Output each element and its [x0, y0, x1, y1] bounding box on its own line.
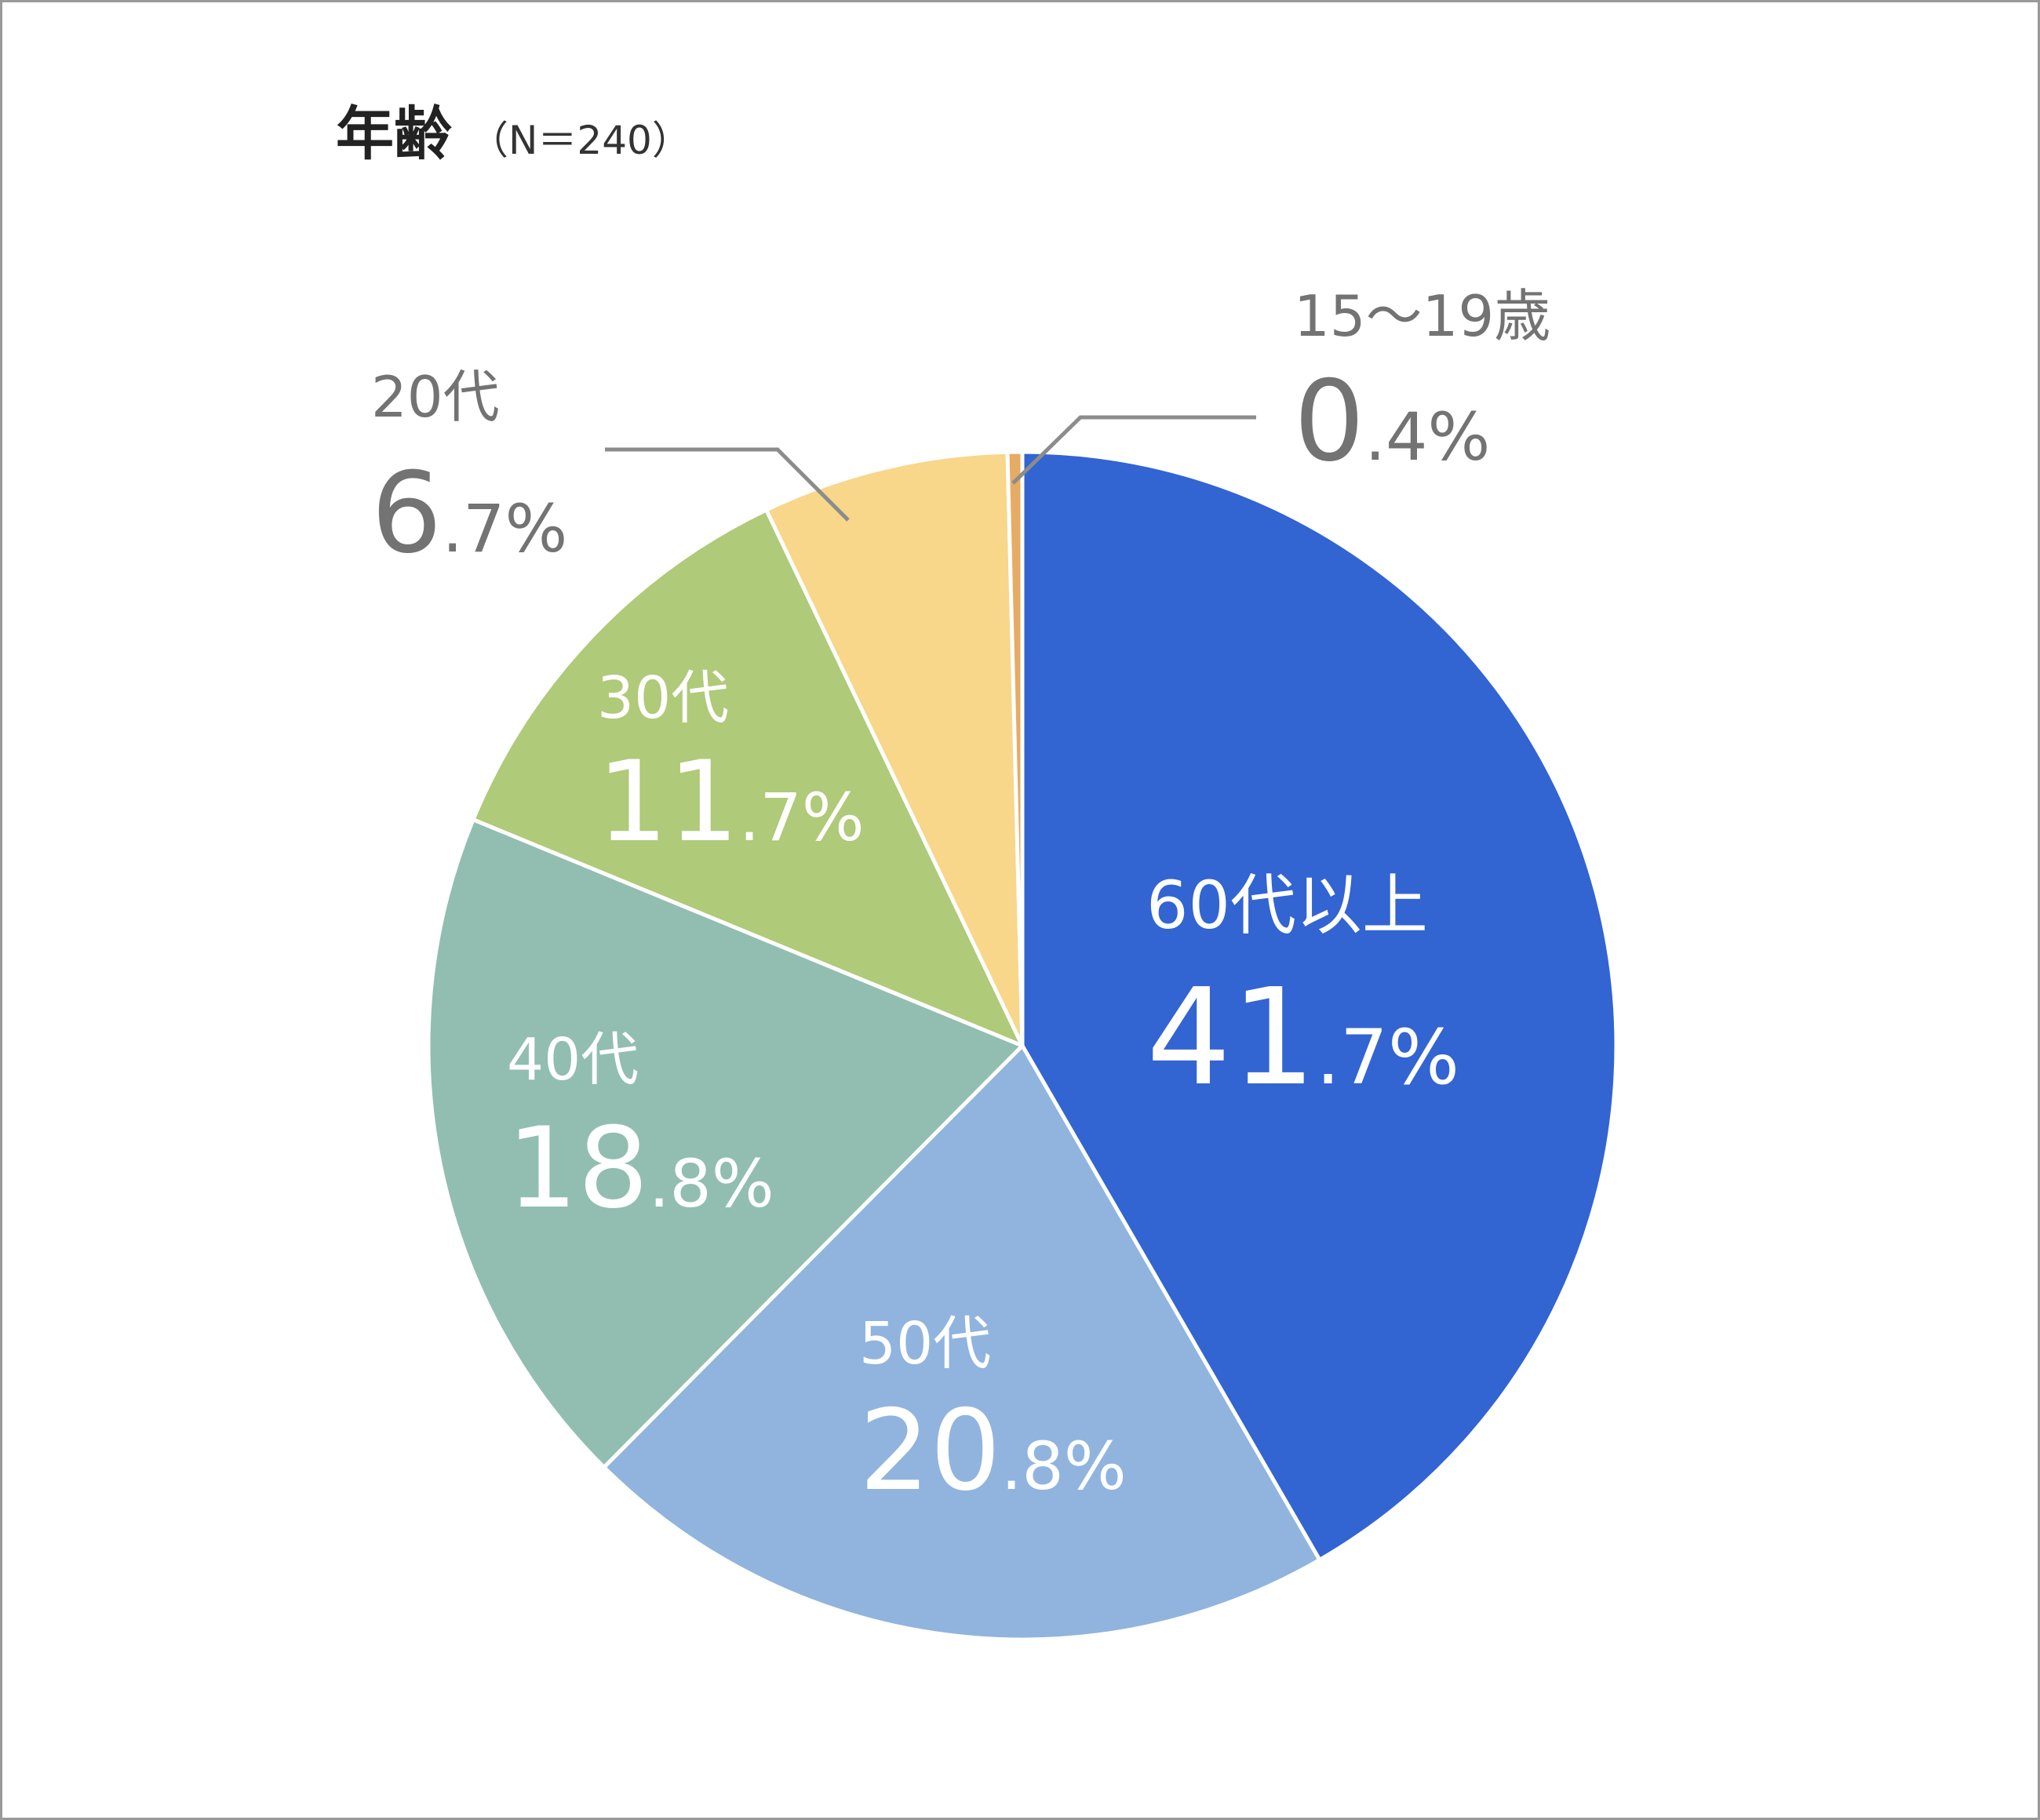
slice-value-1: 41.7% [1146, 960, 1459, 1116]
slice-value-dec-5: .7 [442, 490, 505, 567]
slice-value-dec-6: .4 [1364, 399, 1427, 475]
slice-value-int-3: 18 [507, 1104, 649, 1233]
pie-slice-3 [426, 817, 1025, 1469]
pie-slice-4 [471, 508, 1025, 1048]
slice-value-int-5: 6 [371, 449, 442, 578]
slice-label-1: 60代以上 [1146, 867, 1428, 944]
pie-slice-1 [1020, 450, 1619, 1562]
slice-label-2: 50代 [859, 1310, 991, 1378]
slice-value-unit-5: % [505, 490, 568, 567]
slice-label-4: 30代 [597, 664, 729, 732]
slice-value-2: 20.8% [859, 1386, 1127, 1516]
slice-value-int-1: 41 [1146, 960, 1316, 1116]
leader-line-5 [605, 447, 850, 522]
pie-slice-6 [1005, 450, 1025, 1048]
slice-value-unit-1: % [1388, 1014, 1459, 1101]
slice-label-3: 40代 [507, 1026, 639, 1094]
chart-title: 年齢 [336, 100, 452, 168]
slice-value-dec-2: .8 [1001, 1428, 1064, 1505]
slice-value-dec-3: .8 [649, 1145, 712, 1222]
slice-value-dec-4: .7 [739, 779, 802, 856]
slice-value-3: 18.8% [507, 1104, 774, 1233]
leader-line-6 [1011, 415, 1256, 485]
slice-value-4: 11.7% [597, 737, 865, 867]
slice-value-5: 6.7% [371, 449, 567, 578]
chart-subtitle: （N＝240） [469, 118, 691, 163]
chart-title-row: 年齢 （N＝240） [336, 87, 691, 171]
slice-value-unit-4: % [802, 779, 865, 856]
slice-value-unit-3: % [712, 1145, 774, 1222]
slice-value-dec-1: .7 [1316, 1014, 1388, 1101]
slice-label-6: 15～19歳 [1294, 283, 1550, 349]
pie-slice-2 [602, 1043, 1322, 1642]
slice-value-int-4: 11 [597, 737, 739, 867]
slice-value-int-6: 0 [1294, 357, 1364, 486]
slice-label-5: 20代 [371, 364, 500, 430]
pie-slice-5 [764, 450, 1025, 1048]
slice-value-6: 0.4% [1294, 357, 1490, 486]
slice-value-unit-2: % [1064, 1428, 1127, 1505]
slice-value-int-2: 20 [859, 1386, 1001, 1516]
slice-value-unit-6: % [1428, 399, 1491, 475]
